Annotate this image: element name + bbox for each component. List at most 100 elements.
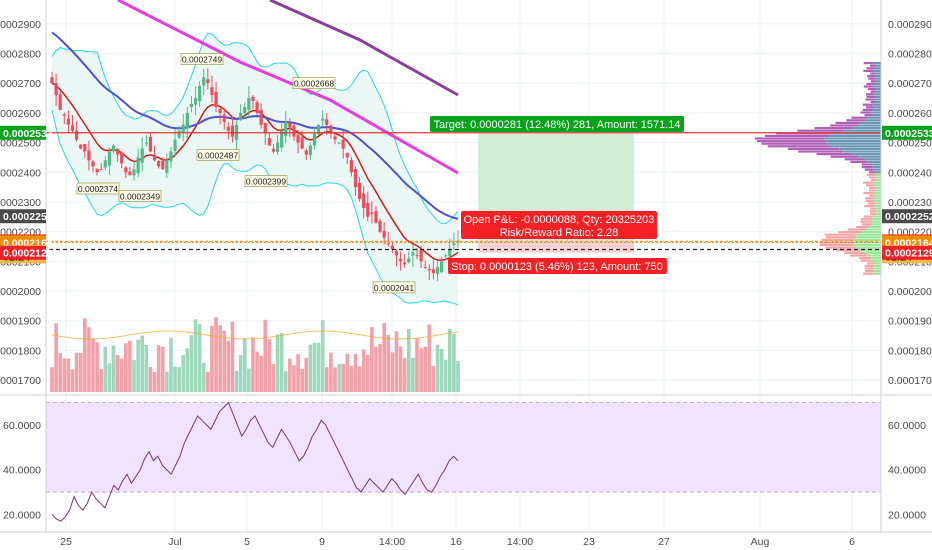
volume-bar	[54, 323, 58, 392]
profile-bar-buy	[872, 166, 881, 169]
profile-bar-sell	[761, 142, 828, 145]
candle-body	[210, 87, 214, 96]
volume-bar	[361, 349, 366, 392]
candle-body	[349, 160, 353, 173]
volume-bar	[427, 324, 432, 392]
volume-bar	[333, 367, 337, 392]
target-box[interactable]: Target: 0.0000281 (12.48%) 281, Amount: …	[430, 116, 684, 132]
target-tag-right-bg	[882, 125, 932, 140]
candle-body	[431, 269, 435, 274]
rsi-right-label: 40.0000	[888, 465, 926, 477]
candle-body	[374, 210, 378, 223]
volume-bar	[74, 352, 79, 392]
profile-bar-buy	[853, 241, 881, 244]
right-price-label: 0.0002600	[888, 108, 932, 120]
candle-body	[255, 102, 259, 113]
profile-bar-sell	[865, 199, 875, 202]
rsi-line	[51, 401, 459, 522]
volume-bar	[201, 362, 206, 392]
ema-red-line	[51, 82, 459, 262]
right-price-label: 0.0002800	[888, 49, 932, 61]
candle-body	[144, 142, 148, 144]
volume-bar	[115, 355, 120, 392]
profile-bar-sell	[830, 124, 859, 127]
candles	[50, 68, 460, 282]
profile-bar-sell	[866, 106, 875, 109]
volume-bar	[320, 320, 325, 392]
profile-bar-sell	[869, 64, 877, 67]
candle-body	[435, 267, 440, 274]
profile-bar-sell	[863, 192, 874, 195]
volume-bar	[435, 344, 440, 392]
time-label: 23	[583, 536, 595, 548]
candle-body	[362, 193, 366, 208]
volume-bar	[365, 354, 370, 392]
profile-bar-buy	[874, 67, 881, 70]
callout-label: 0.0002374	[78, 184, 118, 194]
profile-bar-buy	[869, 225, 881, 228]
volume-bar	[210, 325, 214, 392]
profile-bar-sell	[870, 212, 877, 215]
profile-bar-buy	[860, 121, 881, 124]
profile-bar-sell	[861, 166, 873, 169]
candle-body	[452, 243, 456, 246]
profile-bar-sell	[825, 236, 857, 239]
profile-bar-buy	[864, 158, 881, 161]
candle-body	[95, 168, 99, 173]
volume-ma	[51, 330, 459, 340]
candle-body	[394, 251, 399, 256]
candle-body	[247, 98, 251, 111]
profile-bar-buy	[871, 257, 881, 260]
volume-bar	[402, 358, 407, 392]
callout-label: 0.0002349	[120, 191, 160, 201]
profile-bar-buy	[874, 106, 881, 109]
pnl-box[interactable]: Open P&L: -0.0000088, Qty: 20325203 Risk…	[461, 211, 657, 239]
rsi-left-label: 20.0000	[3, 510, 41, 522]
candle-body	[66, 118, 71, 125]
candle-body	[169, 151, 173, 162]
candle-body	[337, 142, 341, 144]
candle-body	[296, 134, 300, 143]
profile-bar-sell	[798, 150, 844, 153]
candle-body	[181, 124, 185, 134]
profile-bar-buy	[875, 210, 881, 213]
stop-box[interactable]: Stop: 0.0000123 (5.46%) 123, Amount: 750	[448, 258, 667, 274]
profile-bar-buy	[871, 111, 881, 114]
volume-bar	[107, 363, 112, 392]
volume-bar	[66, 358, 71, 392]
profile-bar-buy	[874, 95, 881, 98]
candle-body	[321, 118, 325, 121]
right-price-label: 0.0002500	[888, 138, 932, 150]
profile-bar-sell	[844, 251, 865, 254]
volume-profile	[754, 62, 881, 275]
time-label: 5	[244, 536, 250, 548]
profile-bar-sell	[864, 264, 874, 267]
profile-bar-sell	[844, 158, 865, 161]
stop-text: Stop: 0.0000123 (5.46%) 123, Amount: 750	[451, 261, 663, 273]
candle-body	[271, 148, 276, 152]
bollinger-fill	[52, 33, 458, 305]
profile-bar-sell	[864, 114, 874, 117]
left-price-label: 0.0002600	[0, 108, 41, 120]
left-price-label: 0.0001900	[0, 316, 41, 328]
profile-bar-buy	[843, 150, 881, 153]
volume-bar	[226, 340, 231, 392]
volume-bar	[136, 339, 140, 392]
rsi-band	[46, 402, 881, 493]
candle-body	[398, 258, 403, 262]
profile-bar-buy	[829, 145, 881, 148]
profile-bar-sell	[850, 160, 868, 163]
profile-bar-buy	[875, 189, 881, 192]
profile-bar-sell	[814, 127, 852, 130]
volume-bar	[111, 345, 116, 392]
time-label: Aug	[751, 536, 770, 548]
callout-label: 0.0002487	[198, 150, 238, 160]
candle-body	[325, 119, 329, 125]
profile-bar-sell	[870, 207, 877, 210]
profile-bar-buy	[856, 236, 881, 239]
candle-body	[173, 139, 177, 151]
volume-bar	[300, 368, 304, 392]
callout-box	[76, 182, 120, 195]
profile-bar-sell	[765, 134, 829, 137]
